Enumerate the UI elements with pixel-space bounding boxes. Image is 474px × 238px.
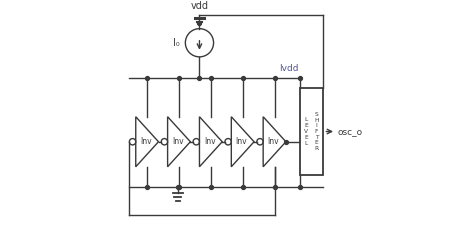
Text: Inv: Inv — [236, 137, 247, 146]
FancyBboxPatch shape — [300, 88, 323, 175]
Text: Inv: Inv — [140, 137, 152, 146]
Text: Inv: Inv — [268, 137, 279, 146]
Text: Inv: Inv — [172, 137, 183, 146]
Text: Inv: Inv — [204, 137, 216, 146]
Text: L
E
V
E
L: L E V E L — [304, 117, 308, 146]
Text: S
H
I
F
T
E
R: S H I F T E R — [314, 112, 319, 151]
Text: lvdd: lvdd — [279, 64, 299, 73]
Text: vdd: vdd — [191, 1, 209, 11]
Text: osc_o: osc_o — [338, 127, 363, 136]
Text: I₀: I₀ — [173, 38, 180, 48]
